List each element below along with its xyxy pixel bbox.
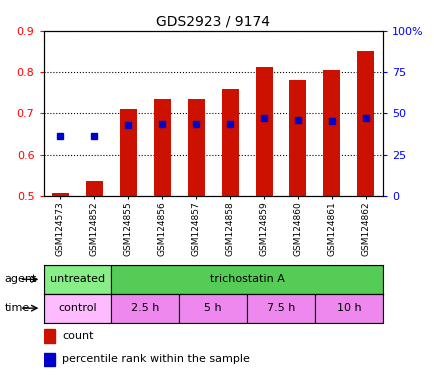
Text: agent: agent <box>4 274 36 285</box>
Text: control: control <box>58 303 96 313</box>
Bar <box>86 181 103 196</box>
Bar <box>111 265 382 294</box>
Bar <box>255 67 272 196</box>
Text: 10 h: 10 h <box>336 303 360 313</box>
Bar <box>247 294 314 323</box>
Text: 7.5 h: 7.5 h <box>266 303 295 313</box>
Bar <box>179 294 247 323</box>
Bar <box>221 89 238 196</box>
Bar <box>154 99 171 196</box>
Bar <box>43 329 55 343</box>
Bar <box>289 80 306 196</box>
Bar <box>43 265 111 294</box>
Bar <box>187 99 204 196</box>
Text: percentile rank within the sample: percentile rank within the sample <box>62 354 250 364</box>
Text: trichostatin A: trichostatin A <box>209 274 284 285</box>
Title: GDS2923 / 9174: GDS2923 / 9174 <box>156 14 270 28</box>
Text: count: count <box>62 331 93 341</box>
Bar <box>314 294 382 323</box>
Text: 5 h: 5 h <box>204 303 221 313</box>
Bar <box>52 194 69 196</box>
Text: untreated: untreated <box>50 274 105 285</box>
Text: time: time <box>4 303 30 313</box>
Text: 2.5 h: 2.5 h <box>131 303 159 313</box>
Bar <box>323 70 340 196</box>
Bar <box>43 294 111 323</box>
Bar <box>111 294 179 323</box>
Bar <box>357 51 373 196</box>
Bar <box>120 109 137 196</box>
Bar <box>43 353 55 366</box>
